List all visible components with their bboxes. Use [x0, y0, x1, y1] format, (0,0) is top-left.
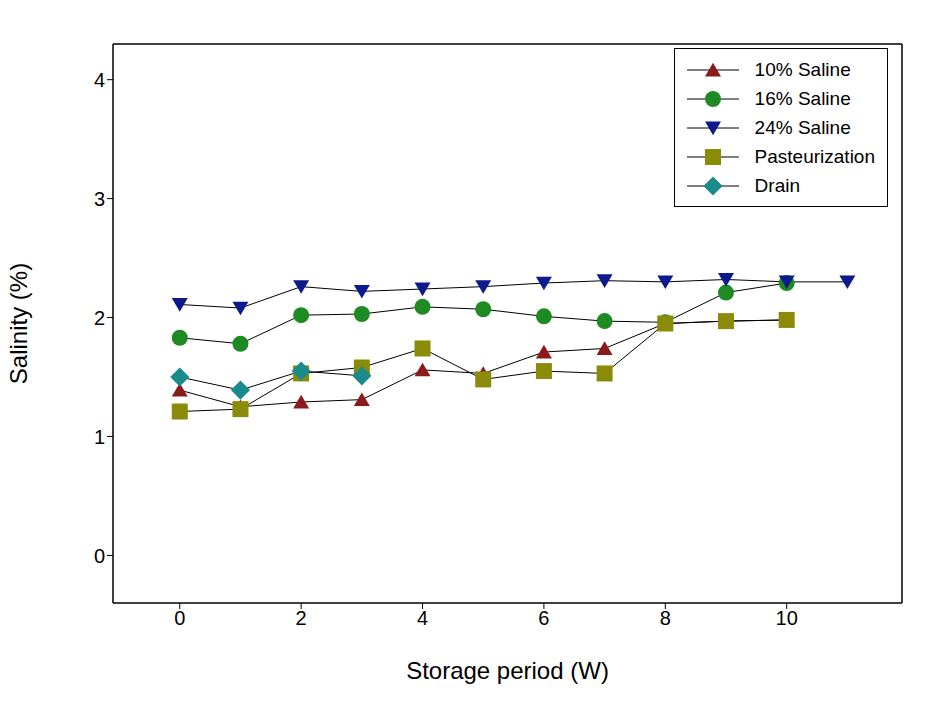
svg-text:Salinity (%): Salinity (%): [8, 263, 32, 384]
svg-text:3: 3: [94, 188, 105, 210]
html-text:24% Saline: 24% Saline: [754, 116, 851, 138]
svg-text:10: 10: [776, 607, 798, 629]
svg-text:2: 2: [296, 607, 307, 629]
svg-text:1: 1: [94, 426, 105, 448]
html-text:Drain: Drain: [754, 174, 800, 196]
html-text:16% Saline: 16% Saline: [754, 87, 851, 109]
svg-text:0: 0: [174, 607, 185, 629]
svg-text:4: 4: [417, 607, 428, 629]
svg-text:4: 4: [94, 69, 105, 91]
svg-text:0: 0: [94, 545, 105, 567]
html-text:Pasteurization: Pasteurization: [754, 145, 875, 167]
svg-text:Storage period (W): Storage period (W): [406, 657, 609, 684]
svg-text:2: 2: [94, 307, 105, 329]
svg-text:6: 6: [538, 607, 549, 629]
svg-text:8: 8: [660, 607, 671, 629]
html-text:10% Saline: 10% Saline: [754, 58, 851, 80]
